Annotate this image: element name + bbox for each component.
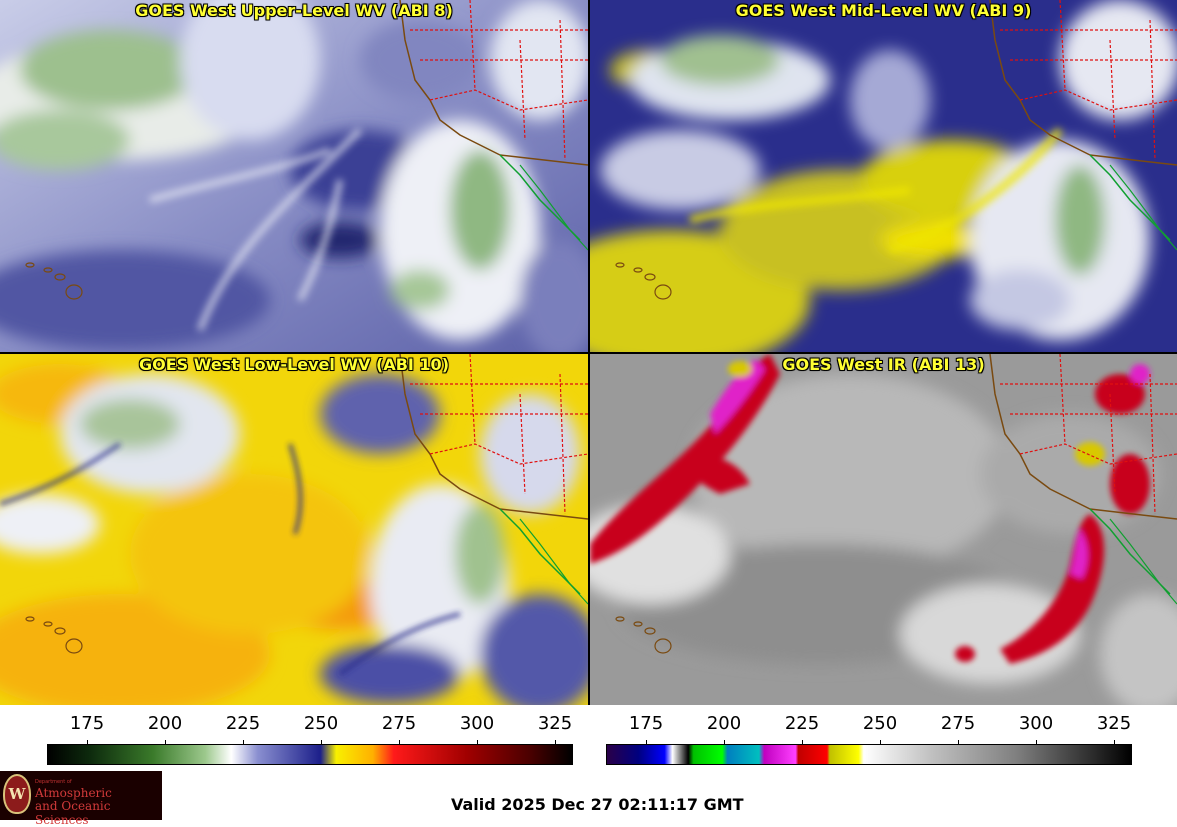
upper-level-wv-title: GOES West Upper-Level WV (ABI 8) xyxy=(135,1,453,20)
ir-tick-label: 275 xyxy=(940,713,976,734)
low-level-wv-image xyxy=(0,354,588,705)
ir-tick xyxy=(646,740,647,745)
wv-tick-label: 175 xyxy=(69,713,105,734)
wv-tick xyxy=(399,740,400,745)
valid-time: Valid 2025 Dec 27 02:11:17 GMT xyxy=(451,795,744,814)
wv-colorbar xyxy=(47,744,573,765)
ir-tick-label: 175 xyxy=(628,713,664,734)
wv-tick-label: 200 xyxy=(147,713,183,734)
logo-line-2: and Oceanic Sciences xyxy=(35,799,111,827)
uw-seal-icon: W xyxy=(3,774,31,814)
ir-image xyxy=(590,354,1177,705)
low-level-wv-panel: GOES West Low-Level WV (ABI 10) xyxy=(0,354,588,705)
panel-divider-horizontal xyxy=(0,352,1177,354)
wv-tick xyxy=(165,740,166,745)
wv-tick-label: 225 xyxy=(225,713,261,734)
wv-tick-label: 325 xyxy=(537,713,573,734)
wv-tick xyxy=(477,740,478,745)
wv-tick-label: 300 xyxy=(459,713,495,734)
mid-level-wv-image xyxy=(590,0,1177,352)
upper-level-wv-panel: GOES West Upper-Level WV (ABI 8) xyxy=(0,0,588,352)
ir-tick-label: 225 xyxy=(784,713,820,734)
logo-line-1: Atmospheric xyxy=(35,786,112,800)
ir-tick xyxy=(880,740,881,745)
ir-tick xyxy=(1114,740,1115,745)
ir-tick-label: 200 xyxy=(706,713,742,734)
ir-panel: GOES West IR (ABI 13) xyxy=(590,354,1177,705)
ir-tick xyxy=(1036,740,1037,745)
mid-level-wv-title: GOES West Mid-Level WV (ABI 9) xyxy=(735,1,1032,20)
wv-tick xyxy=(321,740,322,745)
aos-logo: W Department of Atmospheric and Oceanic … xyxy=(0,771,162,827)
wv-tick-label: 250 xyxy=(303,713,339,734)
upper-level-wv-image xyxy=(0,0,588,352)
ir-tick-label: 250 xyxy=(862,713,898,734)
wv-tick xyxy=(87,740,88,745)
seal-letter: W xyxy=(8,785,26,803)
wv-tick xyxy=(243,740,244,745)
ir-tick-label: 300 xyxy=(1018,713,1054,734)
logo-small-text: Department of xyxy=(35,779,72,785)
ir-tick-label: 325 xyxy=(1096,713,1132,734)
ir-title: GOES West IR (ABI 13) xyxy=(782,355,985,374)
ir-tick xyxy=(802,740,803,745)
low-level-wv-title: GOES West Low-Level WV (ABI 10) xyxy=(138,355,449,374)
ir-colorbar xyxy=(606,744,1132,765)
ir-tick xyxy=(724,740,725,745)
ir-tick xyxy=(958,740,959,745)
mid-level-wv-panel: GOES West Mid-Level WV (ABI 9) xyxy=(590,0,1177,352)
wv-tick-label: 275 xyxy=(381,713,417,734)
wv-tick xyxy=(555,740,556,745)
